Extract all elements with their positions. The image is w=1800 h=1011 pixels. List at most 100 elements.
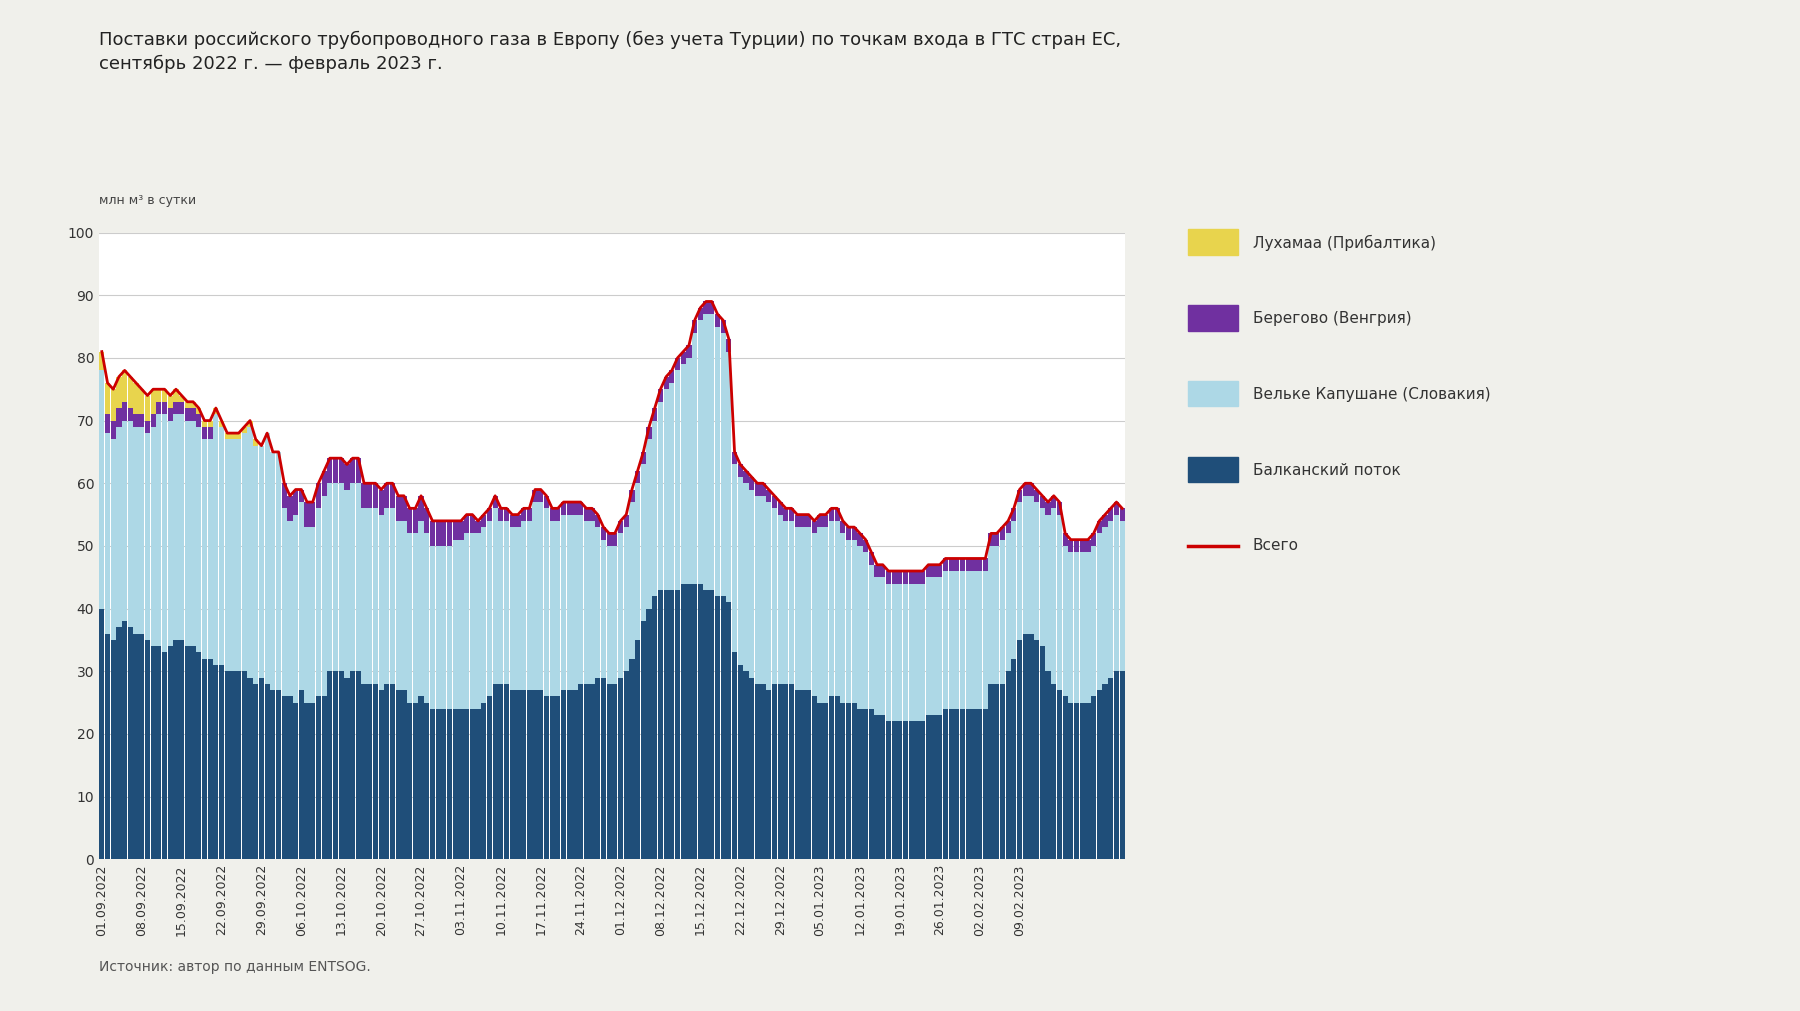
Bar bbox=[549, 697, 554, 859]
Bar bbox=[896, 583, 902, 722]
Bar bbox=[578, 515, 583, 683]
Bar bbox=[812, 697, 817, 859]
Bar bbox=[738, 477, 743, 665]
Bar bbox=[1022, 483, 1028, 495]
Text: млн м³ в сутки: млн м³ в сутки bbox=[99, 194, 196, 207]
Bar bbox=[520, 509, 526, 521]
Bar bbox=[589, 509, 594, 521]
Bar bbox=[1051, 683, 1057, 859]
Bar bbox=[646, 427, 652, 440]
Bar bbox=[904, 583, 909, 722]
Bar bbox=[196, 427, 202, 652]
Bar bbox=[635, 640, 641, 859]
Bar bbox=[1051, 509, 1057, 683]
Bar bbox=[178, 415, 184, 640]
Bar bbox=[835, 697, 841, 859]
Bar bbox=[191, 408, 196, 421]
Bar bbox=[322, 697, 328, 859]
Bar bbox=[122, 401, 128, 421]
Bar bbox=[617, 534, 623, 677]
Bar bbox=[862, 540, 868, 552]
Bar bbox=[1080, 703, 1085, 859]
Bar bbox=[173, 389, 178, 401]
Bar bbox=[1091, 697, 1096, 859]
Bar bbox=[133, 427, 139, 634]
Bar bbox=[806, 527, 812, 691]
Bar bbox=[446, 709, 452, 859]
Bar bbox=[835, 521, 841, 697]
Bar bbox=[920, 571, 925, 583]
Bar bbox=[801, 515, 806, 527]
Bar bbox=[999, 540, 1004, 683]
Bar bbox=[1096, 691, 1102, 859]
Bar bbox=[1062, 546, 1067, 697]
Bar bbox=[931, 577, 936, 715]
Bar bbox=[1114, 502, 1120, 515]
Bar bbox=[254, 440, 259, 446]
Bar bbox=[475, 534, 481, 709]
Bar bbox=[333, 483, 338, 671]
Bar bbox=[117, 377, 122, 408]
Bar bbox=[670, 383, 675, 589]
Bar bbox=[851, 527, 857, 540]
Bar bbox=[464, 515, 470, 534]
Bar bbox=[841, 703, 846, 859]
Bar bbox=[664, 389, 670, 589]
Bar bbox=[315, 697, 320, 859]
Bar bbox=[601, 527, 607, 540]
Bar bbox=[1028, 495, 1033, 634]
Bar bbox=[698, 320, 704, 583]
Bar bbox=[459, 709, 464, 859]
Bar bbox=[383, 483, 389, 509]
Bar bbox=[869, 709, 875, 859]
Bar bbox=[972, 709, 977, 859]
Bar bbox=[988, 683, 994, 859]
Bar bbox=[1012, 521, 1017, 659]
Bar bbox=[657, 401, 662, 589]
Bar bbox=[470, 534, 475, 709]
Bar bbox=[972, 571, 977, 709]
Bar bbox=[133, 634, 139, 859]
Bar bbox=[362, 509, 367, 683]
Bar bbox=[686, 583, 691, 859]
Bar bbox=[493, 683, 499, 859]
Bar bbox=[725, 603, 731, 859]
Bar bbox=[486, 521, 491, 697]
Bar bbox=[914, 722, 920, 859]
Bar bbox=[425, 509, 430, 534]
Bar bbox=[896, 571, 902, 583]
Bar bbox=[691, 583, 697, 859]
Bar bbox=[709, 314, 715, 589]
Bar bbox=[909, 583, 914, 722]
Bar bbox=[1046, 515, 1051, 671]
Bar bbox=[293, 703, 299, 859]
Bar bbox=[567, 502, 572, 515]
Bar bbox=[241, 427, 247, 433]
Text: Вельке Капушане (Словакия): Вельке Капушане (Словакия) bbox=[1253, 387, 1490, 401]
Bar bbox=[733, 652, 738, 859]
Bar bbox=[230, 440, 236, 671]
Bar bbox=[288, 495, 293, 521]
Bar bbox=[925, 577, 931, 715]
Bar bbox=[533, 502, 538, 691]
Bar bbox=[1114, 671, 1120, 859]
Bar bbox=[983, 571, 988, 709]
Bar bbox=[1109, 521, 1114, 677]
Bar bbox=[869, 552, 875, 565]
Bar bbox=[538, 489, 544, 502]
Bar bbox=[670, 589, 675, 859]
Bar bbox=[806, 691, 812, 859]
Bar bbox=[527, 521, 533, 691]
Bar bbox=[391, 683, 396, 859]
Bar bbox=[349, 458, 355, 483]
Bar bbox=[567, 691, 572, 859]
Bar bbox=[104, 383, 110, 415]
Bar bbox=[304, 502, 310, 527]
Bar bbox=[749, 489, 754, 677]
Bar bbox=[959, 571, 965, 709]
Bar bbox=[515, 515, 520, 527]
Bar bbox=[275, 691, 281, 859]
Bar bbox=[954, 571, 959, 709]
Bar bbox=[704, 314, 709, 589]
Bar bbox=[1080, 552, 1085, 703]
